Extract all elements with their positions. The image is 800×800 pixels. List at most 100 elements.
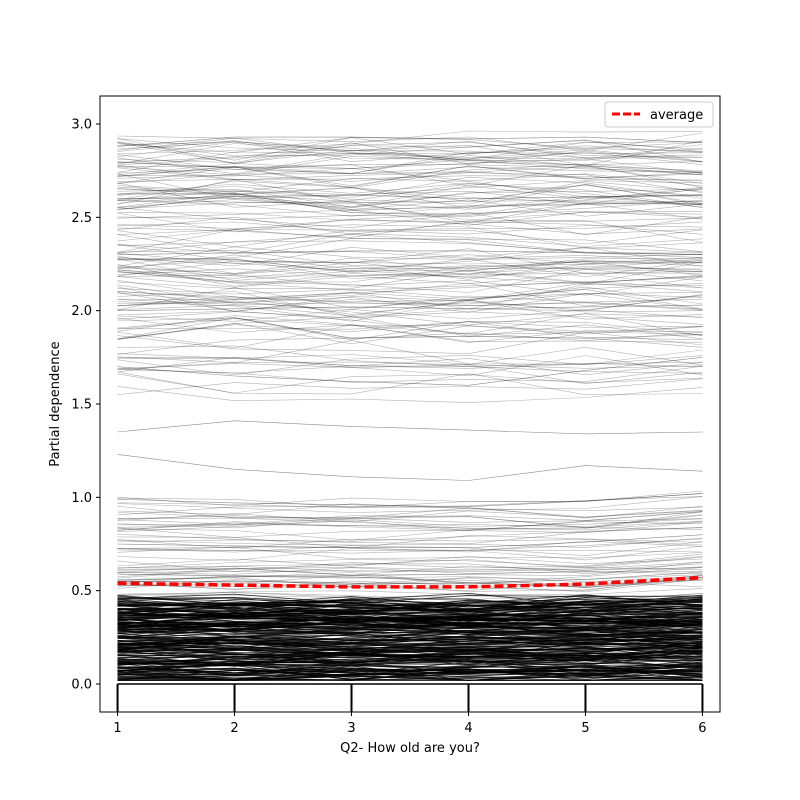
ice-line <box>117 538 703 549</box>
legend-average-label: average <box>650 108 703 123</box>
ice-line <box>117 138 703 159</box>
ice-line <box>117 561 703 578</box>
ice-line <box>117 537 703 548</box>
ice-line <box>117 346 703 366</box>
ice-line <box>117 187 703 205</box>
ice-line <box>117 171 703 184</box>
ice-line <box>117 600 703 615</box>
ice-line <box>117 493 703 508</box>
ice-line <box>117 567 703 575</box>
ice-line <box>117 141 703 162</box>
ice-line <box>117 324 703 349</box>
y-tick-label: 0.5 <box>71 584 92 599</box>
ice-line <box>117 162 703 176</box>
ice-line <box>117 674 703 681</box>
ice-line <box>117 594 703 608</box>
ice-line <box>117 588 703 601</box>
ice-line <box>117 286 703 312</box>
ice-line <box>117 140 703 157</box>
x-axis-ticks: 1 2 3 4 5 6 <box>113 712 707 736</box>
ice-line <box>117 365 703 383</box>
average-line-group <box>117 575 703 589</box>
ice-line <box>117 244 703 264</box>
ice-line <box>117 321 703 330</box>
ice-line <box>117 288 703 310</box>
ice-line <box>117 561 703 573</box>
ice-line <box>117 313 703 337</box>
ice-line <box>117 275 703 303</box>
ice-line <box>117 505 703 519</box>
ice-line <box>117 155 703 176</box>
x-tick-label: 2 <box>230 721 238 736</box>
y-tick-label: 3.0 <box>71 118 92 133</box>
x-tick-label: 6 <box>698 721 706 736</box>
ice-line <box>117 282 703 307</box>
ice-line <box>117 258 703 281</box>
ice-line <box>117 142 703 165</box>
ice-line <box>117 274 703 296</box>
ice-line <box>117 186 703 204</box>
ice-line <box>117 317 703 340</box>
ice-line <box>117 317 703 343</box>
ice-line <box>117 668 703 675</box>
ice-line <box>117 200 703 221</box>
ice-line <box>117 267 703 279</box>
ice-line <box>117 420 703 435</box>
ice-line <box>117 280 703 304</box>
ice-line <box>117 291 703 305</box>
ice-line <box>117 299 703 311</box>
ice-line <box>117 660 703 673</box>
ice-line <box>117 130 703 155</box>
ice-line <box>117 355 703 377</box>
ice-line <box>117 295 703 310</box>
ice-line <box>117 233 703 254</box>
ice-line <box>117 658 703 676</box>
ice-line <box>117 299 703 317</box>
ice-line <box>117 321 703 341</box>
rug-marks-group <box>116 683 704 712</box>
ice-line <box>117 172 703 193</box>
ice-line <box>117 610 703 617</box>
ice-line <box>117 182 703 208</box>
ice-line <box>117 142 703 165</box>
ice-line <box>117 490 703 507</box>
ice-line <box>117 194 703 200</box>
ice-line <box>117 188 703 208</box>
ice-line <box>117 180 703 204</box>
ice-line <box>117 258 703 282</box>
ice-line <box>117 515 703 527</box>
ice-line <box>117 137 703 161</box>
ice-line <box>117 631 703 640</box>
ice-line <box>117 224 703 249</box>
ice-line <box>117 371 703 396</box>
ice-line <box>117 641 703 655</box>
ice-line <box>117 212 703 235</box>
ice-line <box>117 132 703 151</box>
y-tick-label: 2.0 <box>71 304 92 319</box>
ice-line <box>117 331 703 355</box>
ice-line <box>117 140 703 166</box>
ice-line <box>117 626 703 642</box>
ice-line <box>117 565 703 572</box>
ice-line <box>117 212 703 236</box>
ice-line <box>117 556 703 569</box>
average-line <box>117 575 703 589</box>
ice-line <box>117 183 703 210</box>
ice-line <box>117 616 703 628</box>
ice-line <box>117 540 703 553</box>
ice-line <box>117 168 703 187</box>
ice-line <box>117 188 703 215</box>
ice-line <box>117 243 703 263</box>
ice-line <box>117 619 703 636</box>
ice-line <box>117 621 703 639</box>
ice-line <box>117 578 703 593</box>
ice-line <box>117 547 703 560</box>
ice-line <box>117 179 703 205</box>
ice-line <box>117 247 703 270</box>
ice-line <box>117 541 703 557</box>
ice-line <box>117 573 703 583</box>
ice-line <box>117 571 703 584</box>
y-axis-label: Partial dependence <box>48 341 63 466</box>
x-tick-label: 5 <box>581 721 589 736</box>
ice-line <box>117 263 703 283</box>
